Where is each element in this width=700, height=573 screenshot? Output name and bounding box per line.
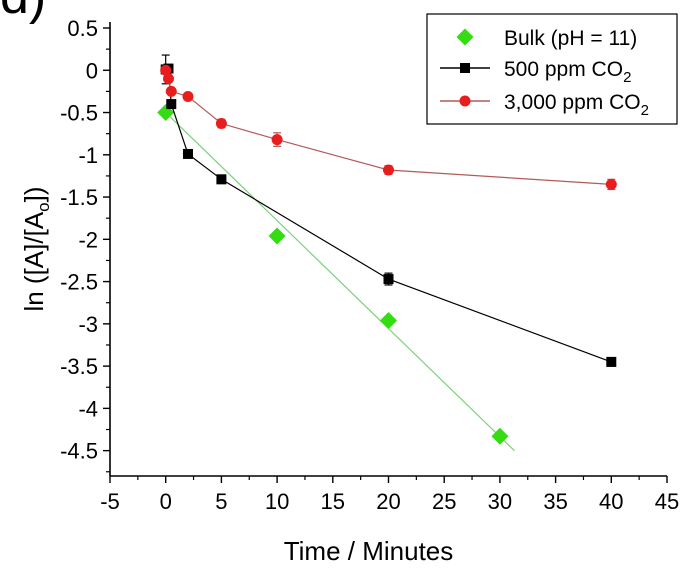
x-axis-title: Time / Minutes (284, 536, 454, 566)
data-point (268, 227, 286, 245)
legend-label: 500 ppm CO2 (504, 58, 631, 86)
data-point (166, 99, 177, 110)
x-tick-label: 30 (488, 489, 512, 514)
series-circle (160, 64, 617, 191)
x-tick-label: 25 (432, 489, 456, 514)
data-point (605, 178, 617, 190)
data-point (491, 427, 509, 445)
fit-line (165, 112, 515, 452)
legend-marker (459, 95, 471, 107)
y-tick-label: -3.5 (60, 354, 98, 379)
legend-item: 3,000 ppm CO2 (440, 91, 649, 119)
legend-label: 3,000 ppm CO2 (504, 91, 649, 119)
data-point (271, 134, 283, 146)
y-tick-label: -2.5 (60, 270, 98, 295)
data-point (162, 73, 174, 85)
data-point (160, 64, 172, 76)
legend-label: Bulk (pH = 11) (504, 27, 637, 50)
y-tick-label: -3 (78, 312, 98, 337)
data-point (216, 174, 227, 185)
x-tick-label: 15 (321, 489, 345, 514)
x-tick-label: -5 (100, 489, 120, 514)
legend-item: Bulk (pH = 11) (456, 27, 637, 50)
panel-label: d) (0, 0, 46, 22)
y-tick-label: 0.5 (67, 16, 98, 41)
data-point (182, 90, 194, 102)
y-tick-label: -4 (78, 396, 98, 421)
x-tick-label: 45 (655, 489, 679, 514)
data-point (380, 311, 397, 329)
y-tick-label: -1 (78, 143, 98, 168)
legend-marker (460, 63, 470, 73)
legend-marker (456, 28, 474, 46)
data-point (182, 148, 193, 159)
legend: Bulk (pH = 11) 500 ppm CO2 3,000 ppm CO2 (426, 13, 678, 125)
y-tick-label: -0.5 (60, 101, 98, 126)
data-point (383, 164, 394, 176)
y-tick-label: -2 (78, 227, 98, 252)
y-tick-label: 0 (86, 58, 98, 83)
x-tick-label: 0 (160, 489, 172, 514)
x-tick-label: 10 (265, 489, 289, 514)
data-point (606, 356, 617, 367)
x-tick-label: 20 (376, 489, 400, 514)
x-tick-label: 35 (543, 489, 567, 514)
x-tick-label: 5 (215, 489, 227, 514)
series-diamond (157, 104, 515, 452)
y-tick-label: -4.5 (60, 439, 98, 464)
x-tick-label: 40 (599, 489, 623, 514)
data-point (165, 85, 177, 97)
y-tick-label: -1.5 (60, 185, 98, 210)
data-point (383, 274, 394, 285)
y-axis-title: ln ([A]/[Ao]) (19, 186, 53, 311)
data-point (215, 118, 227, 130)
legend-item: 500 ppm CO2 (440, 58, 631, 86)
